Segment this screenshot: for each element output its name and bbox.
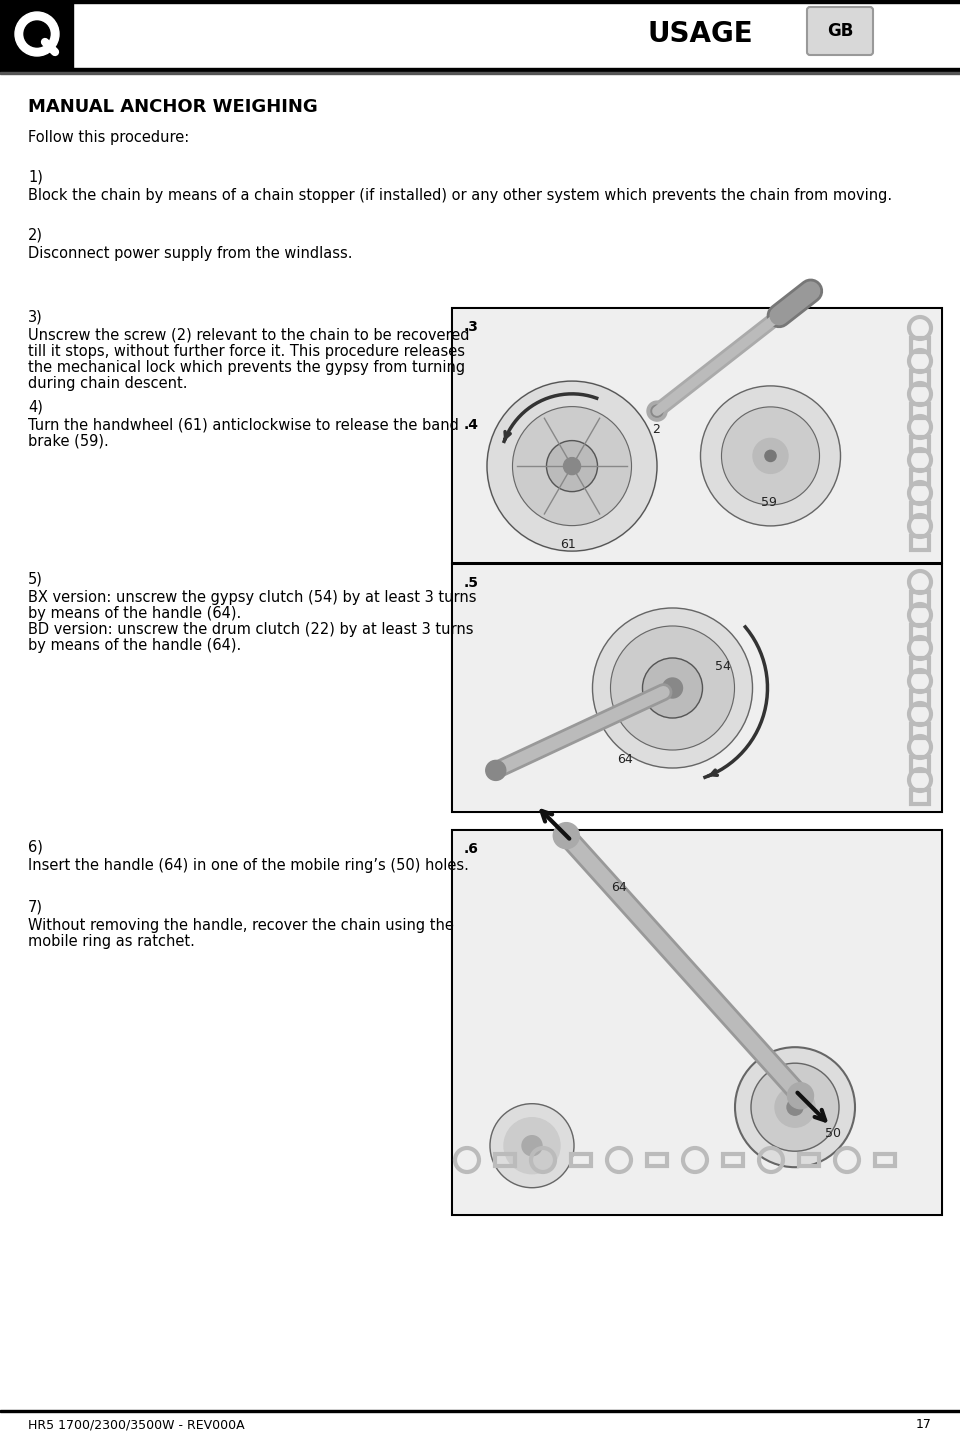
Circle shape: [486, 761, 506, 781]
Circle shape: [751, 1063, 839, 1152]
Circle shape: [787, 1083, 813, 1109]
Text: 64: 64: [617, 754, 634, 766]
Bar: [495, 1155, 515, 1166]
Circle shape: [647, 401, 667, 421]
Text: 6): 6): [28, 840, 43, 856]
Text: BD version: unscrew the drum clutch (22) by at least 3 turns: BD version: unscrew the drum clutch (22)…: [28, 623, 473, 637]
Bar: [452, 308, 942, 564]
Bar: [911, 723, 929, 738]
Circle shape: [490, 1104, 574, 1188]
Circle shape: [504, 1117, 560, 1173]
Bar: [911, 338, 929, 352]
Text: USAGE: USAGE: [647, 20, 753, 47]
Text: 1): 1): [28, 170, 43, 186]
Text: 50: 50: [825, 1127, 841, 1140]
Text: 17: 17: [916, 1418, 932, 1431]
Bar: [911, 756, 929, 771]
Bar: [454, 311, 940, 561]
Text: Unscrew the screw (2) relevant to the chain to be recovered: Unscrew the screw (2) relevant to the ch…: [28, 328, 469, 344]
Bar: [452, 564, 942, 812]
Text: .4: .4: [464, 417, 479, 431]
Bar: [911, 592, 929, 605]
Bar: [911, 371, 929, 385]
Text: brake (59).: brake (59).: [28, 434, 108, 449]
Text: by means of the handle (64).: by means of the handle (64).: [28, 638, 241, 653]
Text: 5): 5): [28, 572, 43, 587]
Text: Block the chain by means of a chain stopper (if installed) or any other system w: Block the chain by means of a chain stop…: [28, 188, 892, 203]
Text: 4): 4): [28, 400, 43, 416]
Circle shape: [735, 1047, 855, 1168]
Circle shape: [651, 406, 663, 417]
Text: Follow this procedure:: Follow this procedure:: [28, 129, 189, 145]
Bar: [911, 470, 929, 485]
FancyBboxPatch shape: [807, 7, 873, 55]
Bar: [911, 789, 929, 804]
Circle shape: [15, 12, 59, 56]
Text: 3): 3): [28, 311, 43, 325]
Bar: [452, 830, 942, 1215]
Bar: [911, 536, 929, 549]
Circle shape: [765, 450, 776, 462]
Text: till it stops, without further force it. This procedure releases: till it stops, without further force it.…: [28, 344, 465, 360]
Bar: [0, 1411, 960, 1412]
Bar: [0, 0, 73, 68]
Bar: [799, 1155, 819, 1166]
Circle shape: [564, 457, 581, 475]
Circle shape: [787, 1099, 803, 1116]
Text: .5: .5: [464, 577, 479, 590]
Text: .3: .3: [464, 321, 479, 334]
Circle shape: [662, 677, 683, 697]
Bar: [911, 626, 929, 638]
Bar: [0, 68, 960, 72]
Text: HR5 1700/2300/3500W - REV000A: HR5 1700/2300/3500W - REV000A: [28, 1418, 245, 1431]
Circle shape: [701, 385, 841, 526]
Text: BX version: unscrew the gypsy clutch (54) by at least 3 turns: BX version: unscrew the gypsy clutch (54…: [28, 590, 476, 605]
Bar: [911, 692, 929, 705]
Bar: [911, 404, 929, 418]
Circle shape: [753, 439, 788, 473]
Text: 2): 2): [28, 229, 43, 243]
Text: Turn the handwheel (61) anticlockwise to release the band: Turn the handwheel (61) anticlockwise to…: [28, 418, 459, 433]
Text: during chain descent.: during chain descent.: [28, 375, 187, 391]
Circle shape: [487, 381, 657, 551]
Circle shape: [642, 659, 703, 718]
Text: 61: 61: [560, 538, 576, 551]
Circle shape: [24, 22, 50, 47]
Text: by means of the handle (64).: by means of the handle (64).: [28, 605, 241, 621]
Bar: [647, 1155, 667, 1166]
Circle shape: [722, 407, 820, 505]
Text: 2: 2: [652, 423, 660, 436]
Bar: [723, 1155, 743, 1166]
Bar: [875, 1155, 895, 1166]
Circle shape: [592, 608, 753, 768]
Circle shape: [553, 823, 579, 848]
Circle shape: [611, 626, 734, 751]
Circle shape: [522, 1136, 542, 1156]
Bar: [0, 0, 960, 3]
Circle shape: [513, 407, 632, 526]
Bar: [454, 833, 940, 1214]
Bar: [911, 503, 929, 518]
Bar: [911, 659, 929, 672]
Text: Disconnect power supply from the windlass.: Disconnect power supply from the windlas…: [28, 246, 352, 262]
Text: mobile ring as ratchet.: mobile ring as ratchet.: [28, 935, 195, 949]
Text: Insert the handle (64) in one of the mobile ring’s (50) holes.: Insert the handle (64) in one of the mob…: [28, 858, 468, 873]
Bar: [911, 437, 929, 452]
Text: GB: GB: [827, 22, 853, 40]
Text: 7): 7): [28, 900, 43, 915]
Bar: [571, 1155, 591, 1166]
Text: the mechanical lock which prevents the gypsy from turning: the mechanical lock which prevents the g…: [28, 360, 466, 375]
Bar: [454, 567, 940, 810]
Bar: [0, 72, 960, 73]
Text: 54: 54: [714, 660, 731, 673]
Text: Without removing the handle, recover the chain using the: Without removing the handle, recover the…: [28, 917, 454, 933]
Text: .6: .6: [464, 843, 479, 856]
Circle shape: [775, 1087, 815, 1127]
Text: MANUAL ANCHOR WEIGHING: MANUAL ANCHOR WEIGHING: [28, 98, 318, 116]
Text: 64: 64: [612, 880, 627, 893]
Text: 59: 59: [760, 496, 777, 509]
Circle shape: [546, 440, 597, 492]
